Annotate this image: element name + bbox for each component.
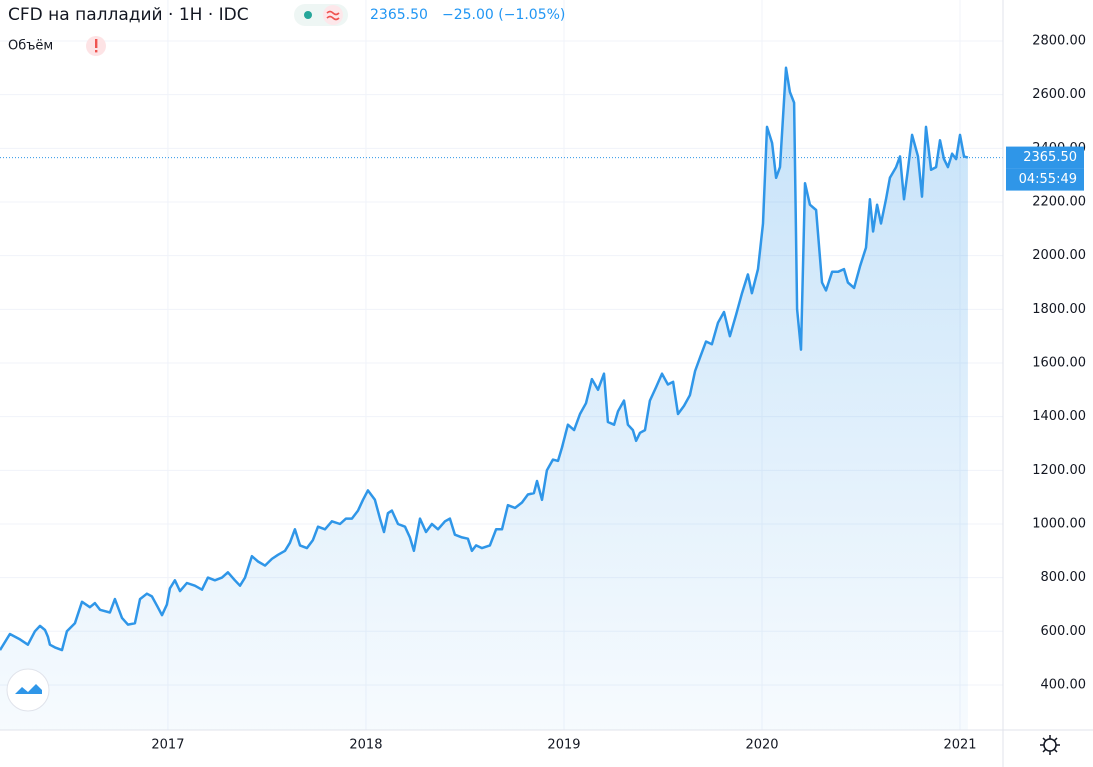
logo-icon [15, 684, 42, 694]
timer-label: 04:55:49 [1019, 172, 1077, 187]
timer-box [1006, 168, 1084, 191]
y-tick-label: 1200.00 [1032, 463, 1086, 478]
last-price: 2365.50 [370, 7, 428, 23]
y-tick-label: 1400.00 [1032, 409, 1086, 424]
y-tick-label: 2600.00 [1032, 87, 1086, 102]
last-price-label: 2365.50 [1023, 150, 1077, 165]
volume-label: Объём [8, 39, 53, 54]
plot [0, 66, 1003, 731]
y-tick-label: 400.00 [1041, 677, 1087, 692]
price-line [0, 66, 969, 652]
gear-teeth [1040, 735, 1060, 755]
x-tick-label: 2018 [349, 738, 382, 753]
y-tick-label: 1000.00 [1032, 516, 1086, 531]
y-tick-label: 1800.00 [1032, 302, 1086, 317]
warning-mark [95, 39, 98, 48]
last-price-marker [1006, 146, 1084, 169]
y-tick-label: 2000.00 [1032, 248, 1086, 263]
x-tick-label: 2019 [547, 738, 580, 753]
x-tick-label: 2020 [745, 738, 778, 753]
y-tick-label: 2800.00 [1032, 33, 1086, 48]
y-tick-label: 1600.00 [1032, 355, 1086, 370]
logo[interactable] [6, 668, 50, 712]
y-tick-label: 600.00 [1041, 624, 1087, 639]
status-icon-bg [323, 5, 343, 25]
price-change: −25.00 (−1.05%) [442, 7, 565, 23]
x-tick-label: 2021 [943, 738, 976, 753]
status-dot [304, 11, 312, 19]
settings-icon[interactable] [1040, 735, 1060, 755]
symbol-title: CFD на палладий · 1H · IDC [8, 5, 249, 25]
warning-dot [95, 50, 98, 53]
x-tick-label: 2017 [151, 738, 184, 753]
y-tick-label: 800.00 [1041, 570, 1087, 585]
axes: 400.00 600.00 800.00 1000.00 1200.00 1400.00 1… [151, 33, 1086, 752]
area-fill [0, 67, 968, 731]
status-icon [326, 10, 340, 21]
y-tick-label: 2200.00 [1032, 194, 1086, 209]
